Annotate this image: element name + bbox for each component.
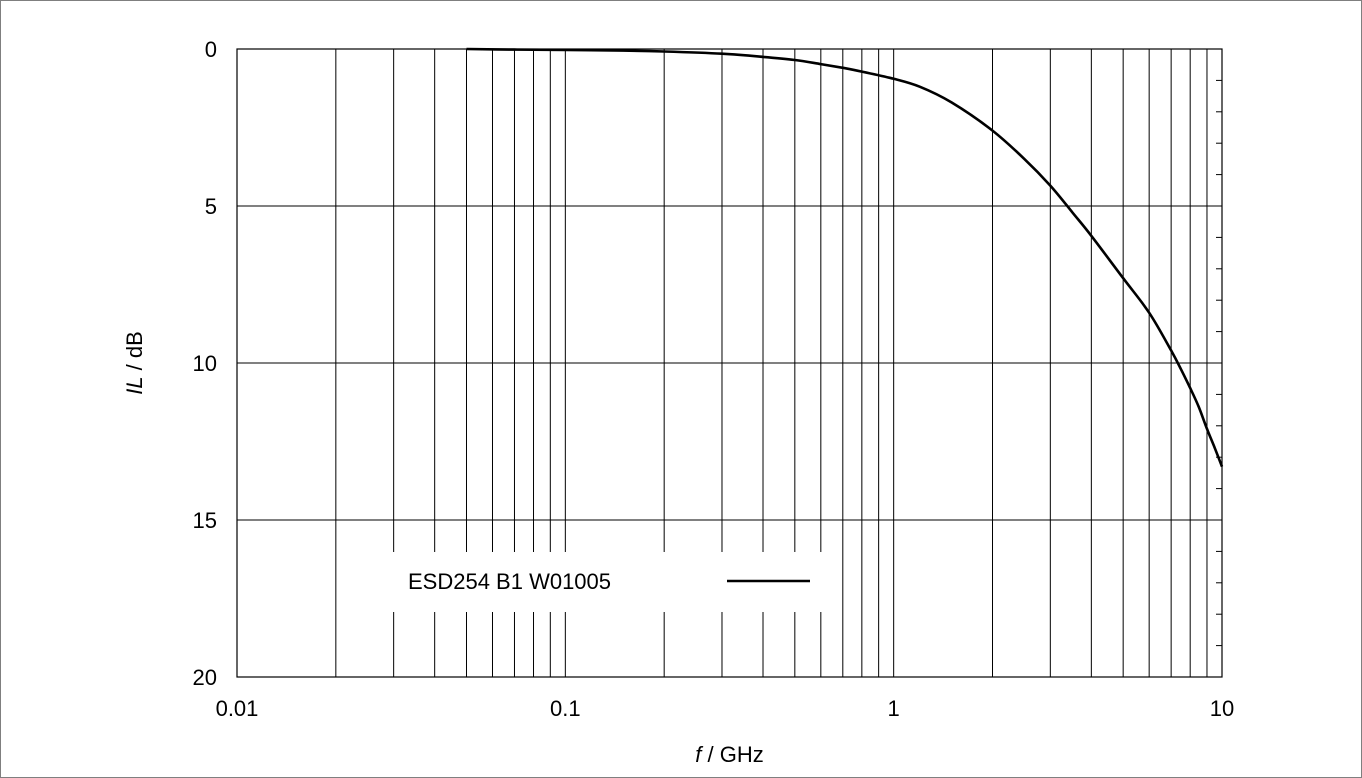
y-tick-label: 10	[193, 351, 217, 376]
y-tick-label: 20	[193, 665, 217, 690]
y-tick-label: 5	[205, 194, 217, 219]
x-tick-label: 0.1	[550, 696, 581, 721]
y-tick-label: 0	[205, 37, 217, 62]
y-tick-labels: 0 5 10 15 20	[193, 37, 217, 690]
legend-entry-label: ESD254 B1 W01005	[408, 569, 611, 594]
legend: ESD254 B1 W01005	[378, 552, 832, 612]
x-tick-label: 10	[1210, 696, 1234, 721]
y-axis-variable: IL	[122, 376, 147, 394]
y-tick-label: 15	[193, 508, 217, 533]
y-axis-label: IL / dB	[122, 331, 147, 395]
x-tick-label: 1	[888, 696, 900, 721]
x-tick-label: 0.01	[216, 696, 259, 721]
x-axis-variable: f	[695, 742, 704, 767]
plot-area	[236, 48, 1223, 678]
x-axis-label: f / GHz	[695, 742, 763, 767]
series-line	[466, 47, 1224, 468]
y-axis-unit: / dB	[122, 331, 147, 376]
x-axis-unit: / GHz	[701, 742, 763, 767]
x-tick-labels: 0.01 0.1 1 10	[216, 696, 1235, 721]
